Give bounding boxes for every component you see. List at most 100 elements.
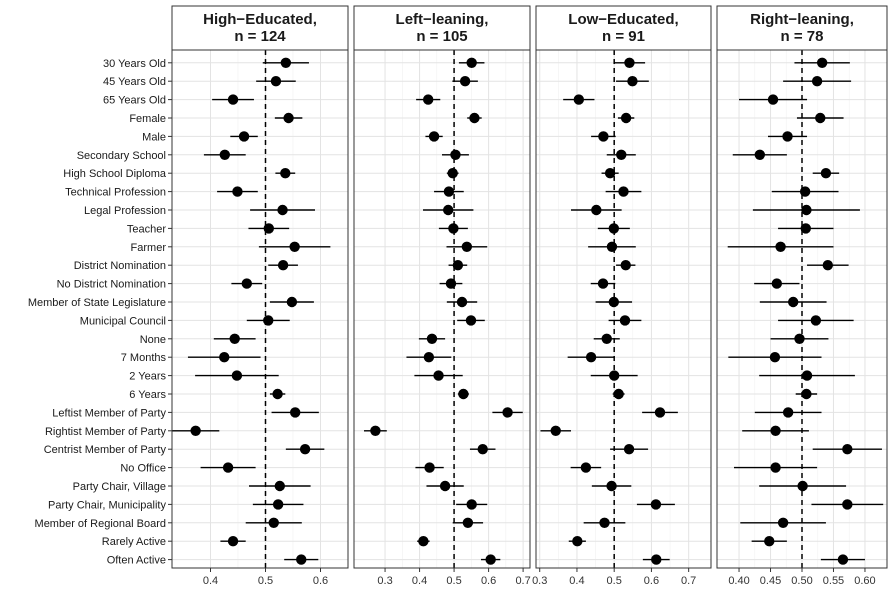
point-district-nomination [277,260,289,271]
x-tick-label: 0.6 [644,575,659,587]
point-member-of-state-legislature [286,296,298,308]
point-technical-profession [232,186,243,197]
point-male [598,131,609,142]
point-high-school-diploma [280,168,291,179]
point-6-years [613,388,624,400]
point-member-of-state-legislature [787,296,799,308]
point-technical-profession [443,186,455,197]
point-rightist-member-of-party [550,425,561,436]
x-tick-label: 0.7 [515,575,530,587]
point-member-of-regional-board [268,517,279,528]
x-tick-label: 0.6 [313,575,328,587]
y-tick-label: 45 Years Old [103,76,166,88]
point-no-office [770,462,781,473]
point-secondary-school [450,149,461,160]
point-30-years-old [280,57,292,68]
point-district-nomination [822,260,834,271]
point-rightist-member-of-party [770,425,781,436]
point-no-office [424,462,435,473]
x-tick-label: 0.3 [532,575,547,587]
point-none [229,333,240,344]
point-high-school-diploma [447,168,458,179]
y-tick-label: Farmer [131,242,167,254]
x-tick-label: 0.55 [823,575,844,587]
y-tick-label: Rightist Member of Party [45,426,167,438]
point-65-years-old [422,94,434,105]
point-no-district-nomination [241,278,252,289]
y-tick-label: Often Active [107,555,166,567]
point-municipal-council [619,315,631,326]
point-male [238,131,250,142]
point-30-years-old [624,57,635,68]
y-tick-label: 65 Years Old [103,95,166,107]
x-tick-label: 0.5 [258,575,273,587]
point-centrist-member-of-party [842,444,853,455]
point-65-years-old [767,94,779,105]
y-tick-label: No Office [120,463,166,475]
panel-title: Left−leaning, [396,11,489,28]
y-tick-label: Leftist Member of Party [52,407,166,419]
y-tick-label: District Nomination [74,260,166,272]
panel-border [353,49,531,569]
point-45-years-old [459,76,471,87]
point-male [782,131,793,142]
point-secondary-school [754,149,766,160]
panel-title: n = 78 [781,28,824,45]
y-tick-label: Member of State Legislature [28,297,166,309]
x-tick-label: 0.5 [607,575,622,587]
point-female [469,112,480,124]
point-7-months [423,352,435,363]
point-member-of-regional-board [599,517,610,528]
y-tick-label: Secondary School [77,150,166,162]
x-tick-label: 0.6 [481,575,496,587]
point-party-chair-municipality [466,499,477,510]
point-2-years [433,370,444,381]
point-secondary-school [219,149,230,160]
y-tick-label: No District Nomination [57,279,166,291]
point-often-active [651,554,662,565]
point-7-months [585,352,597,363]
point-party-chair-municipality [272,499,284,510]
x-tick-label: 0.60 [854,575,875,587]
point-female [283,112,294,124]
point-no-district-nomination [597,278,609,289]
x-tick-label: 0.3 [377,575,392,587]
point-party-chair-municipality [842,499,853,510]
point-leftist-member-of-party [290,407,301,418]
y-tick-label: Municipal Council [80,315,166,327]
point-teacher [448,223,459,234]
point-leftist-member-of-party [654,407,666,418]
point-teacher [608,223,620,234]
y-tick-label: High School Diploma [63,168,167,180]
point-centrist-member-of-party [477,444,488,455]
point-no-district-nomination [445,278,457,289]
point-no-office [580,462,592,473]
x-tick-label: 0.4 [569,575,584,587]
point-legal-profession [801,204,812,216]
point-member-of-regional-board [462,517,474,528]
point-party-chair-village [797,480,808,492]
y-tick-label: None [140,334,166,346]
point-leftist-member-of-party [782,407,794,418]
x-tick-label: 0.50 [791,575,812,587]
panel-border [171,49,349,569]
y-tick-label: 30 Years Old [103,58,166,70]
y-tick-label: Legal Profession [84,205,166,217]
point-high-school-diploma [820,168,832,179]
x-tick-label: 0.4 [412,575,427,587]
point-rarely-active [227,536,239,547]
point-farmer [775,241,786,252]
point-65-years-old [227,94,239,105]
panel-background [353,49,531,569]
point-party-chair-municipality [650,499,662,510]
point-2-years [801,370,813,381]
panel-title: High−Educated, [203,11,317,28]
point-rarely-active [764,536,775,547]
point-45-years-old [811,76,823,87]
point-6-years [458,388,469,400]
panel-1: High−Educated,n = 124 0.4 0.5 0.6 [171,5,349,587]
y-tick-label: 7 Months [121,352,167,364]
point-party-chair-village [274,480,285,492]
